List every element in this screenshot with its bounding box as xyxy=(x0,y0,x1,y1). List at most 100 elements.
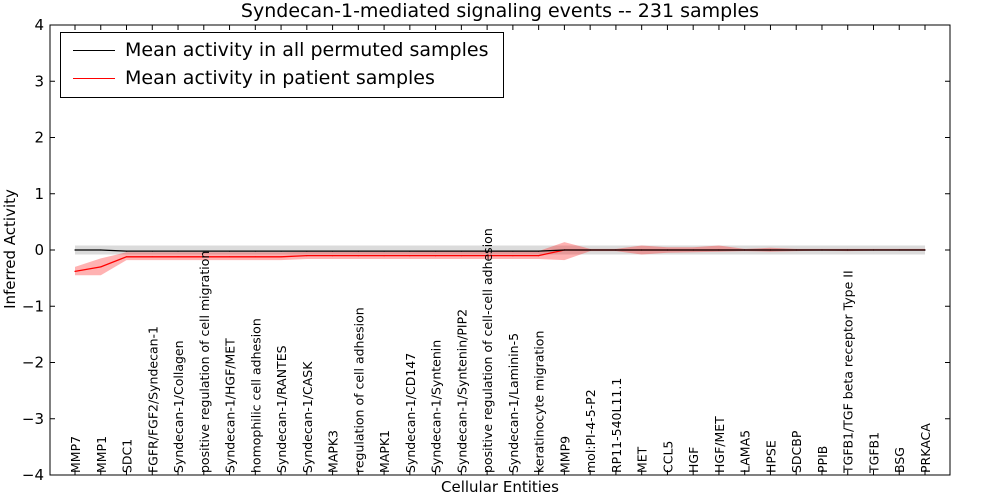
data-point-permuted xyxy=(306,250,308,252)
legend-swatch-permuted xyxy=(73,50,115,51)
data-point-permuted xyxy=(151,250,153,252)
data-point-patient xyxy=(74,270,76,272)
chart-title: Syndecan-1-mediated signaling events -- … xyxy=(240,0,760,22)
legend-entry-patient: Mean activity in patient samples xyxy=(61,65,503,93)
x-tick-label: FGFR/FGF2/Syndecan-1 xyxy=(145,326,160,473)
y-tick-label: 3 xyxy=(34,72,44,90)
data-point-patient xyxy=(409,255,411,257)
data-point-permuted xyxy=(718,249,720,251)
data-point-permuted xyxy=(254,250,256,252)
band-permuted xyxy=(75,245,925,255)
data-point-patient xyxy=(100,266,102,268)
data-point-permuted xyxy=(280,250,282,252)
x-tick-label: Syndecan-1/Laminin-5 xyxy=(506,333,521,473)
data-point-permuted xyxy=(692,249,694,251)
data-point-permuted xyxy=(589,249,591,251)
x-tick-label: HPSE xyxy=(763,440,778,473)
x-tick-label: Syndecan-1/Syntenin xyxy=(429,340,444,473)
data-point-permuted xyxy=(821,249,823,251)
y-tick-label: −1 xyxy=(22,297,44,315)
x-tick-label: LAMA5 xyxy=(738,430,753,473)
x-tick-label: MET xyxy=(635,446,650,473)
data-point-patient xyxy=(538,255,540,257)
data-point-permuted xyxy=(744,249,746,251)
data-point-permuted xyxy=(898,249,900,251)
data-point-patient xyxy=(332,255,334,257)
data-point-patient xyxy=(383,255,385,257)
data-point-permuted xyxy=(847,249,849,251)
data-point-patient xyxy=(306,255,308,257)
x-tick-label: MMP7 xyxy=(68,436,83,473)
data-point-patient xyxy=(435,255,437,257)
data-point-patient xyxy=(254,256,256,258)
x-tick-label: keratinocyte migration xyxy=(532,331,547,473)
x-tick-label: Syndecan-1/RANTES xyxy=(274,345,289,473)
data-point-permuted xyxy=(563,249,566,251)
data-point-permuted xyxy=(125,250,128,252)
data-point-permuted xyxy=(872,249,875,251)
data-point-permuted xyxy=(383,250,385,252)
data-point-patient xyxy=(203,256,205,258)
legend-label-patient: Mean activity in patient samples xyxy=(125,67,435,89)
y-tick-label: −4 xyxy=(22,466,44,484)
data-point-patient xyxy=(280,256,282,258)
x-axis-label: Cellular Entities xyxy=(441,478,559,496)
x-tick-label: SDC1 xyxy=(120,439,135,473)
x-tick-label: Syndecan-1/CASK xyxy=(300,361,315,473)
x-tick-label: HGF xyxy=(686,447,701,473)
data-point-permuted xyxy=(177,250,179,252)
data-point-permuted xyxy=(74,249,76,251)
x-tick-label: PRKACA xyxy=(918,423,933,473)
data-point-permuted xyxy=(435,250,437,252)
x-tick-label: MMP9 xyxy=(557,436,572,473)
data-point-patient xyxy=(486,255,488,257)
data-point-patient xyxy=(125,256,128,258)
y-axis-label: Inferred Activity xyxy=(1,189,19,309)
data-point-permuted xyxy=(409,250,411,252)
data-point-permuted xyxy=(486,250,488,252)
data-point-permuted xyxy=(924,249,926,251)
x-tick-label: Syndecan-1/Syntenin/PIP2 xyxy=(454,309,469,473)
data-point-permuted xyxy=(512,250,514,252)
data-point-patient xyxy=(357,255,359,257)
x-tick-label: PPIB xyxy=(815,446,830,473)
x-tick-label: Syndecan-1/Collagen xyxy=(171,340,186,473)
x-tick-label: regulation of cell adhesion xyxy=(351,307,366,473)
x-tick-label: MAPK1 xyxy=(377,430,392,473)
x-tick-label: positive regulation of cell migration xyxy=(197,251,212,473)
x-tick-label: HGF/MET xyxy=(712,416,727,473)
data-point-permuted xyxy=(357,250,359,252)
data-point-permuted xyxy=(332,250,334,252)
x-tick-label: CCL5 xyxy=(660,441,675,473)
data-point-permuted xyxy=(769,249,772,251)
data-point-permuted xyxy=(100,249,102,251)
data-point-permuted xyxy=(460,250,462,252)
x-tick-label: TGFB1/TGF beta receptor Type II xyxy=(841,270,856,474)
data-point-permuted xyxy=(538,250,540,252)
x-tick-label: MAPK3 xyxy=(326,430,341,473)
data-point-patient xyxy=(460,255,462,257)
data-point-patient xyxy=(151,256,153,258)
x-tick-label: MMP1 xyxy=(94,436,109,473)
x-tick-label: SDCBP xyxy=(789,430,804,473)
data-point-permuted xyxy=(666,249,669,251)
y-tick-label: 4 xyxy=(34,16,44,34)
data-point-patient xyxy=(177,256,179,258)
series-line-permuted xyxy=(75,249,925,252)
x-tick-label: TGFB1 xyxy=(866,432,881,474)
data-point-permuted xyxy=(615,249,617,251)
data-point-patient xyxy=(228,256,231,258)
data-point-patient xyxy=(512,255,514,257)
x-tick-label: Syndecan-1/CD147 xyxy=(403,353,418,473)
y-tick-label: 1 xyxy=(34,185,44,203)
legend-label-permuted: Mean activity in all permuted samples xyxy=(125,39,489,61)
x-tick-label: RP11-540L11.1 xyxy=(609,378,624,473)
data-point-permuted xyxy=(641,249,643,251)
x-tick-label: mol:PI-4-5-P2 xyxy=(583,389,598,473)
x-tick-label: homophilic cell adhesion xyxy=(248,318,263,473)
legend-swatch-patient xyxy=(73,78,115,79)
x-tick-label: Syndecan-1/HGF/MET xyxy=(223,338,238,473)
data-point-permuted xyxy=(795,249,797,251)
y-tick-label: 2 xyxy=(34,129,44,147)
